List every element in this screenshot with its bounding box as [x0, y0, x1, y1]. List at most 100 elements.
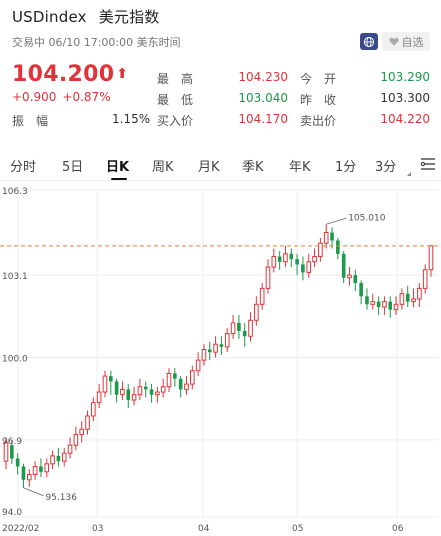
favorite-label: 自选: [401, 35, 424, 49]
candle-body: [195, 359, 201, 372]
tab-1min[interactable]: 1分: [335, 160, 357, 175]
candle-body: [120, 388, 125, 396]
tab-weekly-k[interactable]: 周K: [152, 160, 174, 175]
candle-body: [289, 253, 294, 260]
candle: [67, 437, 73, 459]
candle: [79, 421, 84, 443]
x-tick-label: 04: [198, 524, 210, 534]
tab-yearly-k[interactable]: 年K: [289, 160, 311, 175]
candle: [73, 426, 79, 451]
candle-body: [230, 322, 236, 335]
candle-body: [67, 444, 73, 454]
candle-body: [79, 428, 84, 436]
candle-body: [365, 296, 369, 305]
heart-icon: [388, 37, 399, 46]
candle: [283, 245, 288, 268]
candle-body: [143, 386, 148, 390]
high-value: 104.230: [238, 70, 288, 84]
candle: [15, 453, 20, 475]
candle-body: [201, 349, 207, 361]
high-label: 最 高: [157, 72, 194, 86]
tab-3min[interactable]: 3分: [375, 160, 397, 175]
candle: [318, 237, 323, 262]
candle: [178, 376, 183, 398]
candle: [359, 280, 363, 305]
candle-body: [91, 402, 96, 417]
candle-body: [189, 370, 195, 385]
candle-body: [21, 466, 26, 480]
candle-body: [382, 301, 387, 308]
candle-body: [3, 442, 9, 462]
bid-label: 买入价: [157, 114, 194, 128]
candle-body: [160, 386, 166, 393]
candle: [312, 248, 317, 268]
candle: [336, 237, 340, 260]
y-tick-label: 103.1: [2, 272, 28, 282]
candle-body: [422, 269, 428, 289]
candle: [149, 384, 154, 403]
globe-button[interactable]: [360, 33, 378, 50]
candle-body: [126, 389, 131, 401]
change-value: +0.900: [12, 90, 57, 104]
candle: [10, 439, 14, 464]
open-value: 103.290: [380, 70, 430, 84]
candle-body: [330, 232, 334, 241]
candle: [3, 437, 9, 470]
candle: [370, 293, 376, 310]
active-tab-indicator: [111, 178, 127, 180]
ask-value: 104.220: [380, 112, 430, 126]
candle-body: [207, 349, 212, 353]
candle-body: [417, 287, 422, 300]
candle: [405, 285, 410, 307]
max-annotation: 105.010: [348, 213, 385, 223]
candle-body: [399, 293, 405, 305]
candle: [195, 352, 201, 377]
candle: [376, 296, 381, 315]
candle: [417, 283, 422, 307]
candle-body: [295, 259, 299, 265]
x-tick-label: 06: [392, 524, 404, 534]
candle: [411, 288, 416, 307]
candlestick-chart[interactable]: 106.3 103.1 100.0 96.9 94.0 2022/02 03 04 05 06 10…: [0, 182, 441, 536]
tab-intraday[interactable]: 分时: [10, 160, 37, 175]
candle-body: [114, 381, 119, 395]
chart-settings-icon[interactable]: [419, 155, 437, 173]
tab-monthly-k[interactable]: 月K: [198, 160, 220, 175]
low-label: 最 低: [157, 93, 194, 107]
candle: [207, 341, 212, 361]
prev-close-value: 103.300: [380, 91, 430, 105]
candle-body: [173, 373, 177, 379]
candle: [422, 264, 428, 294]
candle-body: [283, 253, 288, 263]
candle-body: [242, 330, 247, 337]
tab-5day[interactable]: 5日: [62, 160, 84, 175]
ask-label: 卖出价: [300, 114, 337, 128]
candle-body: [184, 383, 189, 390]
candle: [96, 384, 102, 408]
candle: [114, 378, 119, 403]
tab-daily-k[interactable]: 日K: [106, 160, 130, 175]
add-favorite-button[interactable]: 自选: [382, 32, 430, 51]
candle: [254, 296, 259, 326]
tab-quarterly-k[interactable]: 季K: [242, 160, 264, 175]
candle-body: [166, 372, 172, 388]
candle: [353, 269, 358, 292]
candle-body: [219, 344, 224, 347]
candle: [143, 381, 148, 398]
prev-close-label: 昨 收: [300, 93, 337, 107]
candle-body: [359, 283, 363, 297]
globe-icon: [363, 36, 375, 47]
candle: [399, 288, 405, 310]
candle: [306, 253, 312, 278]
candle-body: [178, 378, 183, 390]
candle: [393, 296, 399, 315]
candle-body: [224, 333, 230, 348]
dropdown-caret-icon: [407, 172, 411, 176]
candle: [341, 251, 346, 284]
candle: [347, 267, 352, 286]
candle: [126, 384, 131, 408]
candle: [61, 447, 67, 467]
candle-body: [323, 232, 329, 244]
candle: [388, 296, 393, 318]
up-arrow-icon: ⬆: [116, 66, 129, 82]
